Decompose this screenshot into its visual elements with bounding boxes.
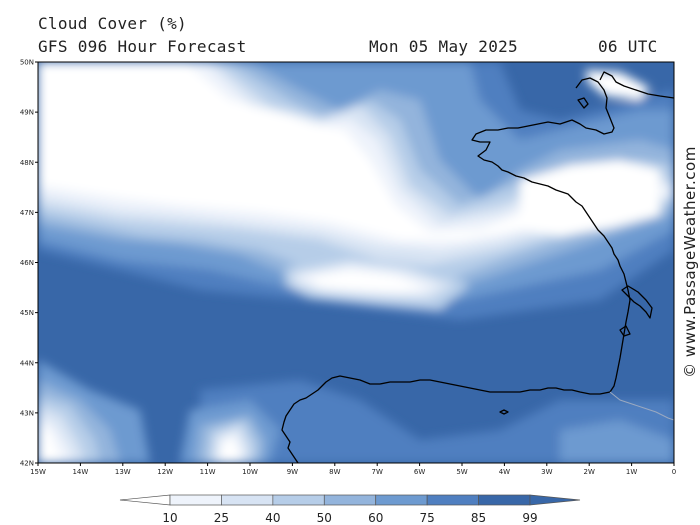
- lon-tick-label: 14W: [72, 468, 88, 476]
- legend-label: 10: [162, 511, 177, 525]
- legend-label: 50: [317, 511, 332, 525]
- legend-swatch: [375, 494, 428, 506]
- legend-swatch: [272, 494, 325, 506]
- lon-tick-label: 15W: [30, 468, 46, 476]
- latitude-axis: 42N 43N 44N 45N 46N 47N 48N 49N 50N: [20, 59, 38, 468]
- lon-tick-label: 13W: [115, 468, 131, 476]
- legend-label: 85: [471, 511, 486, 525]
- lon-tick-label: 7W: [372, 468, 383, 476]
- lat-tick-label: 43N: [20, 409, 34, 417]
- country-border: [609, 391, 674, 421]
- lat-tick-label: 49N: [20, 109, 34, 117]
- lat-tick-label: 48N: [20, 159, 34, 167]
- forecast-model-label: GFS 096 Hour Forecast: [38, 37, 247, 56]
- lat-tick-label: 50N: [20, 59, 34, 67]
- legend-swatch: [169, 494, 222, 506]
- color-legend: 10 25 40 50 60 75 85 99: [119, 494, 581, 525]
- lon-tick-label: 6W: [414, 468, 425, 476]
- legend-label: 25: [214, 511, 229, 525]
- lat-tick-label: 42N: [20, 460, 34, 468]
- coastline: [281, 71, 674, 463]
- lat-tick-label: 46N: [20, 259, 34, 267]
- map-title: Cloud Cover (%): [38, 14, 187, 33]
- lon-tick-label: 12W: [157, 468, 173, 476]
- legend-arrow-low: [119, 494, 171, 506]
- lat-tick-label: 44N: [20, 359, 34, 367]
- lon-tick-label: 4W: [499, 468, 510, 476]
- legend-swatch: [478, 494, 531, 506]
- lon-tick-label: 3W: [541, 468, 552, 476]
- lon-tick-label: 11W: [200, 468, 216, 476]
- lon-tick-label: 1W: [626, 468, 637, 476]
- lat-tick-label: 47N: [20, 209, 34, 217]
- lon-tick-label: 5W: [456, 468, 467, 476]
- lat-tick-label: 45N: [20, 309, 34, 317]
- legend-arrow-high: [529, 494, 581, 506]
- lon-tick-label: 0: [672, 468, 676, 476]
- lon-tick-label: 2W: [584, 468, 595, 476]
- forecast-date: Mon 05 May 2025: [369, 37, 518, 56]
- lon-tick-label: 8W: [329, 468, 340, 476]
- legend-label: 40: [265, 511, 280, 525]
- longitude-axis: 15W 14W 13W 12W 11W 10W 9W 8W 7W 6W 5W 4W 3W 2W 1W 0: [30, 463, 676, 476]
- legend-swatch: [426, 494, 479, 506]
- cloud-field: [38, 62, 674, 463]
- legend-label: 75: [420, 511, 435, 525]
- forecast-time: 06 UTC: [598, 37, 658, 56]
- lon-tick-label: 10W: [242, 468, 258, 476]
- lon-tick-label: 9W: [287, 468, 298, 476]
- legend-swatch: [323, 494, 377, 506]
- legend-swatch: [221, 494, 274, 506]
- legend-label: 60: [368, 511, 383, 525]
- legend-label: 99: [522, 511, 537, 525]
